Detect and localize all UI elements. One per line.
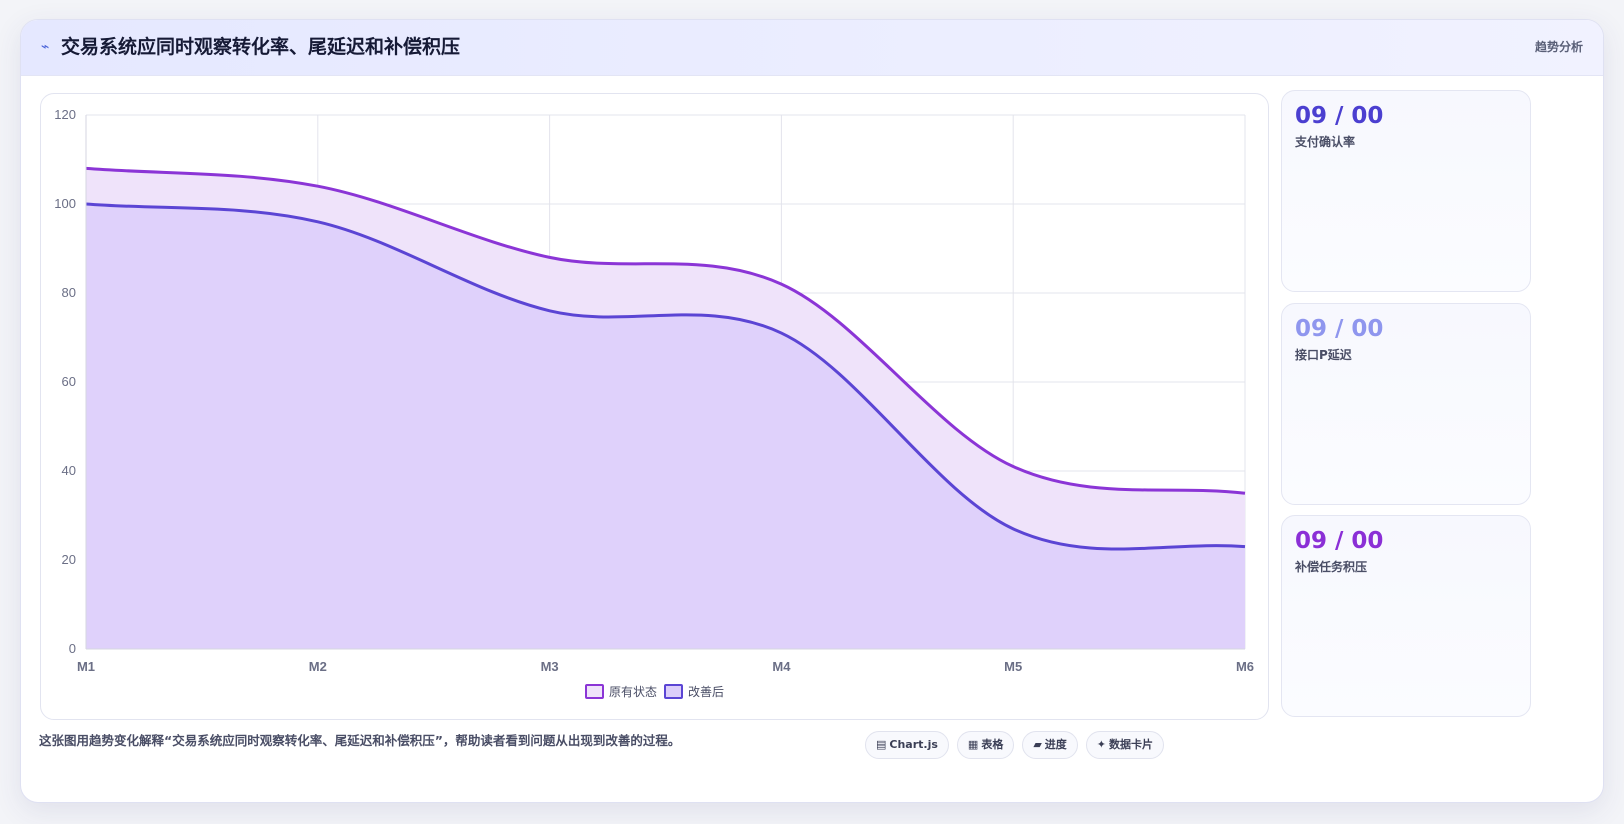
feature-chips: ▤ Chart.js ▦ 表格 ▰ 进度 ✦ 数据卡片 [865, 731, 1165, 759]
chip-label: 进度 [1044, 738, 1067, 751]
y-tick-label: 0 [69, 641, 76, 656]
y-tick-label: 40 [62, 463, 76, 478]
y-tick-label: 120 [54, 107, 76, 122]
stat-card-payment-rate: 09 / 00 支付确认率 [1281, 90, 1531, 292]
x-tick-label: M3 [541, 659, 559, 674]
chip-label: Chart.js [889, 738, 938, 751]
x-tick-label: M1 [77, 659, 95, 674]
y-tick-label: 20 [62, 552, 76, 567]
legend-label-1: 改善后 [688, 684, 724, 699]
stat-value: 09 / 00 [1295, 103, 1384, 129]
x-tick-label: M6 [1236, 659, 1254, 674]
trend-icon: ⌁ [41, 39, 50, 55]
x-tick-label: M5 [1004, 659, 1022, 674]
series-line-1 [85, 202, 1246, 551]
x-tick-label: M2 [309, 659, 327, 674]
stat-label: 支付确认率 [1295, 135, 1356, 149]
stat-label: 接口P延迟 [1295, 348, 1352, 362]
stat-label: 补偿任务积压 [1295, 560, 1368, 574]
y-tick-label: 100 [54, 196, 76, 211]
stat-value: 09 / 00 [1295, 528, 1384, 554]
chip-label: 表格 [981, 738, 1004, 751]
table-icon: ▦ [967, 738, 979, 751]
series-line-0 [85, 166, 1246, 495]
chart-card: ⌁ 交易系统应同时观察转化率、尾延迟和补偿积压 趋势分析 0 20 40 60 80 10… [20, 19, 1604, 803]
legend-swatch-0 [585, 684, 604, 699]
legend-swatch-1 [664, 684, 683, 699]
chip-data-card[interactable]: ✦ 数据卡片 [1085, 731, 1165, 759]
stat-card-compensation-backlog: 09 / 00 补偿任务积压 [1281, 515, 1531, 717]
chip-table[interactable]: ▦ 表格 [956, 731, 1015, 759]
series-area-1 [86, 204, 1245, 649]
card-header: ⌁ 交易系统应同时观察转化率、尾延迟和补偿积压 趋势分析 [21, 20, 1603, 76]
chip-label: 数据卡片 [1109, 738, 1154, 751]
y-tick-label: 80 [62, 285, 76, 300]
chart-panel: 0 20 40 60 80 100 120 M1 M2 M3 M4 M5 M6 原有状态 改善后 [40, 93, 1269, 720]
legend-label-0: 原有状态 [609, 685, 657, 699]
chip-chartjs[interactable]: ▤ Chart.js [865, 731, 949, 759]
stat-value: 09 / 00 [1295, 316, 1384, 342]
card-icon: ✦ [1096, 738, 1107, 751]
y-tick-label: 60 [62, 374, 76, 389]
chart-description: 这张图用趋势变化解释“交易系统应同时观察转化率、尾延迟和补偿积压”，帮助读者看到… [39, 733, 681, 748]
chip-progress[interactable]: ▰ 进度 [1022, 731, 1078, 759]
page-title: 交易系统应同时观察转化率、尾延迟和补偿积压 [61, 36, 461, 58]
section-tag: 趋势分析 [1534, 40, 1583, 54]
chart-icon: ▤ [876, 738, 887, 751]
x-tick-label: M4 [772, 659, 791, 674]
area-chart: 0 20 40 60 80 100 120 M1 M2 M3 M4 M5 M6 原有状态 改善后 [54, 107, 1254, 699]
progress-icon: ▰ [1033, 738, 1042, 751]
stat-card-api-latency: 09 / 00 接口P延迟 [1281, 303, 1531, 505]
